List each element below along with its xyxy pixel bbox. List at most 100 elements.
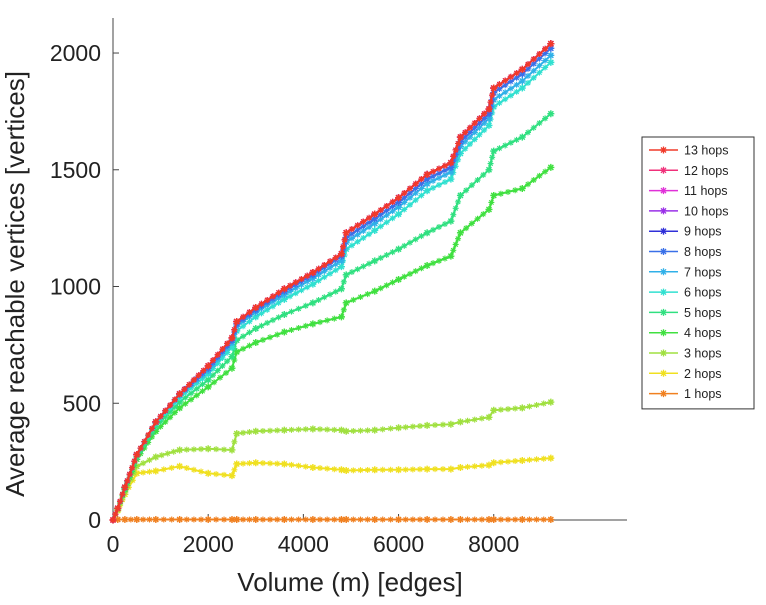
series-3-hops xyxy=(110,399,555,524)
legend-swatch-marker xyxy=(660,207,667,214)
data-point xyxy=(395,194,402,201)
data-point xyxy=(424,229,431,236)
legend-label: 10 hops xyxy=(684,204,728,218)
x-tick-label: 8000 xyxy=(468,531,519,557)
data-point xyxy=(395,211,402,218)
data-point xyxy=(490,85,497,92)
data-point xyxy=(447,466,454,473)
legend-swatch-marker xyxy=(660,187,667,194)
data-point xyxy=(395,516,402,523)
data-point xyxy=(547,52,554,59)
legend-label: 5 hops xyxy=(684,306,722,320)
legend-label: 2 hops xyxy=(684,367,722,381)
legend-swatch-marker xyxy=(660,268,667,275)
data-point xyxy=(343,271,350,278)
data-point xyxy=(110,517,117,524)
legend-swatch-marker xyxy=(660,309,667,316)
x-tick-label: 2000 xyxy=(183,531,234,557)
data-point xyxy=(343,467,350,474)
data-point xyxy=(252,459,259,466)
data-point xyxy=(205,445,212,452)
data-point xyxy=(228,353,235,360)
data-point xyxy=(343,229,350,236)
series-markers xyxy=(110,59,554,523)
legend-swatch-marker xyxy=(660,390,667,397)
data-point xyxy=(490,407,497,414)
data-point xyxy=(252,428,259,435)
x-tick-label: 6000 xyxy=(373,531,424,557)
data-point xyxy=(519,404,526,411)
legend-label: 4 hops xyxy=(684,326,722,340)
data-point xyxy=(519,66,526,73)
data-point xyxy=(281,460,288,467)
legend-label: 6 hops xyxy=(684,286,722,300)
data-point xyxy=(457,418,464,425)
legend-swatch-marker xyxy=(660,370,667,377)
x-axis-label: Volume (m) [edges] xyxy=(237,567,462,597)
data-point xyxy=(152,418,159,425)
data-point xyxy=(233,460,240,467)
data-point xyxy=(252,325,259,332)
data-point xyxy=(371,257,378,264)
legend-label: 9 hops xyxy=(684,225,722,239)
y-axis-label: Average reachable vertices [vertices] xyxy=(0,71,30,497)
data-point xyxy=(152,516,159,523)
data-point xyxy=(424,171,431,178)
data-point xyxy=(176,390,183,397)
series-line xyxy=(113,402,551,520)
data-point xyxy=(205,362,212,369)
legend-swatch-marker xyxy=(660,329,667,336)
data-point xyxy=(395,276,402,283)
data-point xyxy=(547,399,554,406)
data-point xyxy=(371,427,378,434)
data-point xyxy=(457,516,464,523)
data-point xyxy=(447,421,454,428)
data-point xyxy=(343,299,350,306)
data-point xyxy=(519,185,526,192)
data-point xyxy=(133,451,140,458)
legend-swatch-marker xyxy=(660,248,667,255)
data-point xyxy=(447,176,454,183)
data-point xyxy=(228,446,235,453)
data-point xyxy=(547,164,554,171)
legend-swatch-marker xyxy=(660,289,667,296)
series-1-hops xyxy=(110,516,555,523)
data-point xyxy=(519,78,526,85)
legend-swatch-marker xyxy=(660,350,667,357)
data-point xyxy=(176,516,183,523)
data-point xyxy=(457,229,464,236)
data-point xyxy=(114,505,121,512)
data-point xyxy=(371,227,378,234)
legend-label: 3 hops xyxy=(684,347,722,361)
data-point xyxy=(457,464,464,471)
y-tick-label: 0 xyxy=(88,507,101,533)
data-point xyxy=(338,427,345,434)
data-point xyxy=(343,516,350,523)
data-point xyxy=(133,516,140,523)
data-point xyxy=(228,334,235,341)
data-point xyxy=(490,516,497,523)
data-point xyxy=(309,425,316,432)
legend-label: 11 hops xyxy=(684,184,728,198)
legend-label: 13 hops xyxy=(684,144,728,158)
data-point xyxy=(309,299,316,306)
data-point xyxy=(281,311,288,318)
y-tick-label: 2000 xyxy=(50,40,101,66)
y-tick-label: 1500 xyxy=(50,157,101,183)
data-point xyxy=(485,414,492,421)
data-point xyxy=(121,484,128,491)
data-point xyxy=(281,516,288,523)
data-point xyxy=(547,516,554,523)
data-point xyxy=(519,516,526,523)
data-point xyxy=(281,329,288,336)
x-tick-label: 0 xyxy=(107,531,120,557)
data-point xyxy=(205,516,212,523)
data-point xyxy=(309,464,316,471)
data-point xyxy=(447,218,454,225)
series-7-hops xyxy=(110,52,555,524)
data-point xyxy=(228,472,235,479)
legend-label: 7 hops xyxy=(684,265,722,279)
data-point xyxy=(424,466,431,473)
legend-label: 12 hops xyxy=(684,164,728,178)
